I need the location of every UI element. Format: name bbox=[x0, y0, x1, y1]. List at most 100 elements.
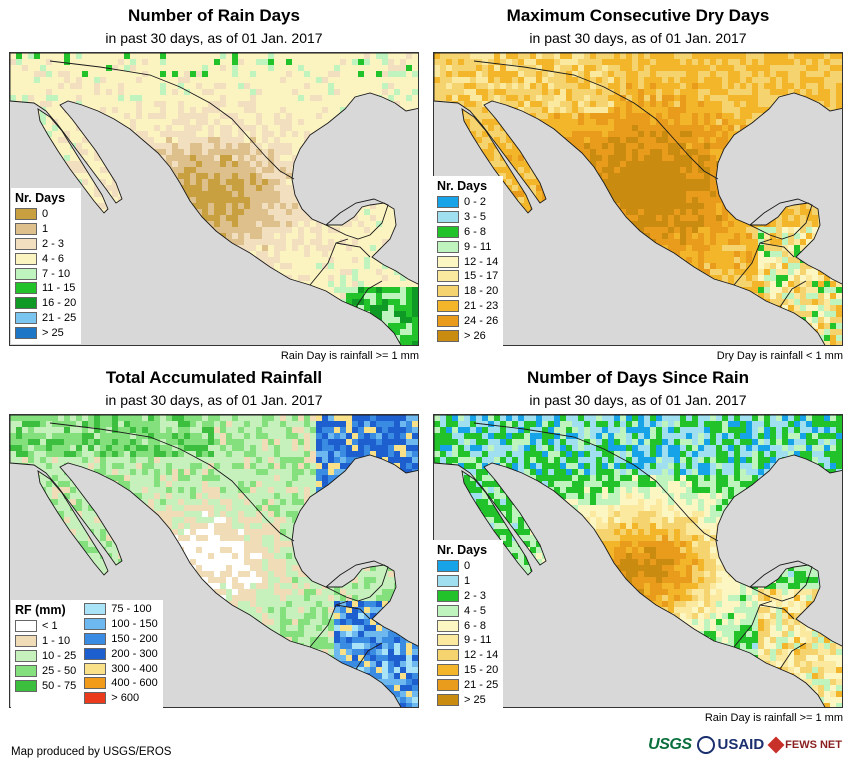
legend-entry: 50 - 75 bbox=[15, 678, 76, 693]
legend-label: 50 - 75 bbox=[42, 679, 77, 692]
legend-swatch bbox=[84, 662, 107, 675]
legend-swatch bbox=[84, 692, 107, 705]
fews-diamond-icon bbox=[767, 736, 785, 754]
border-line bbox=[759, 242, 795, 258]
legend-entry: 4 - 5 bbox=[437, 603, 498, 618]
fews-logo-text: FEWS NET bbox=[785, 738, 842, 751]
border-line bbox=[733, 600, 773, 648]
legend-label: 0 bbox=[464, 560, 471, 573]
legend-entry: 0 bbox=[437, 559, 498, 574]
legend-entry: 1 - 10 bbox=[15, 634, 76, 649]
legend-swatch bbox=[84, 632, 107, 645]
legend-label: 2 - 3 bbox=[464, 589, 487, 602]
legend-label: 75 - 100 bbox=[111, 603, 152, 616]
border-line bbox=[461, 108, 533, 214]
border-line bbox=[10, 53, 418, 345]
border-line bbox=[355, 280, 383, 308]
border-line bbox=[10, 415, 418, 707]
logo-bar: USGS USAID FEWS NET bbox=[648, 736, 842, 755]
legend-label: 0 bbox=[42, 208, 49, 221]
legend-swatch bbox=[15, 635, 37, 648]
border-line bbox=[434, 53, 842, 345]
legend-entry: 12 - 14 bbox=[437, 254, 498, 269]
border-line bbox=[335, 242, 371, 258]
legend-entry: 1 bbox=[15, 222, 76, 237]
legend-label: 300 - 400 bbox=[111, 662, 158, 675]
border-line bbox=[749, 198, 813, 240]
legend-swatch bbox=[437, 255, 459, 268]
legend-entry: 200 - 300 bbox=[84, 646, 158, 661]
panel-title: Number of Days Since Rain bbox=[526, 368, 749, 387]
usgs-logo: USGS bbox=[648, 736, 692, 754]
border-line bbox=[325, 560, 389, 602]
map-canvas bbox=[434, 53, 842, 345]
border-line bbox=[309, 238, 349, 286]
border-line bbox=[473, 60, 719, 180]
usaid-seal-icon bbox=[697, 736, 716, 755]
legend-swatch bbox=[437, 225, 459, 238]
legend-swatch bbox=[84, 677, 107, 690]
border-line bbox=[325, 198, 389, 240]
legend-label: 21 - 25 bbox=[42, 311, 77, 324]
panel-days-since-rain: Number of Days Since Rain in past 30 day… bbox=[433, 368, 843, 728]
legend-swatch bbox=[437, 678, 459, 691]
legend-swatch bbox=[15, 311, 37, 324]
legend-title: Nr. Days bbox=[15, 191, 66, 205]
legend-swatch bbox=[437, 196, 459, 209]
legend-entry: 2 - 3 bbox=[437, 589, 498, 604]
legend-label: 18 - 20 bbox=[464, 285, 499, 298]
legend-entry: 75 - 100 bbox=[84, 602, 157, 617]
panel-title: Maximum Consecutive Dry Days bbox=[506, 6, 770, 25]
legend-entry: 15 - 17 bbox=[437, 269, 498, 284]
legend-label: 25 - 50 bbox=[42, 664, 77, 677]
border-line bbox=[37, 470, 109, 576]
legend-entry: 25 - 50 bbox=[15, 663, 76, 678]
legend-label: 12 - 14 bbox=[464, 255, 499, 268]
legend-entry: 6 - 8 bbox=[437, 618, 498, 633]
legend-swatch bbox=[437, 299, 459, 312]
legend-label: 1 - 10 bbox=[42, 635, 71, 648]
legend-label: 16 - 20 bbox=[42, 297, 77, 310]
legend-entry: 7 - 10 bbox=[15, 266, 76, 281]
legend-label: 2 - 3 bbox=[42, 237, 65, 250]
usaid-logo-text: USAID bbox=[717, 736, 765, 753]
legend-swatch bbox=[84, 647, 107, 660]
legend-label: > 600 bbox=[111, 692, 140, 705]
legend-entry: < 1 bbox=[15, 619, 76, 634]
border-line bbox=[779, 280, 807, 308]
legend-label: 9 - 11 bbox=[464, 634, 492, 647]
legend-entry: 12 - 14 bbox=[437, 648, 498, 663]
legend-label: 1 bbox=[464, 575, 471, 588]
border-line bbox=[309, 600, 349, 648]
border-line bbox=[335, 604, 371, 620]
legend-swatch bbox=[84, 618, 107, 631]
legend-label: 4 - 6 bbox=[42, 252, 65, 265]
legend-swatch bbox=[15, 297, 37, 310]
panel-note: Dry Day is rainfall < 1 mm bbox=[716, 350, 843, 362]
legend-entry: 150 - 200 bbox=[84, 632, 158, 647]
legend-total-rainfall: RF (mm) < 1 1 - 10 10 - 25 25 - 50 50 - 75 7… bbox=[11, 600, 163, 710]
legend-swatch bbox=[15, 664, 37, 677]
border-line bbox=[355, 642, 383, 670]
legend-swatch bbox=[437, 604, 459, 617]
legend-label: 200 - 300 bbox=[111, 647, 158, 660]
legend-label: 21 - 25 bbox=[464, 678, 499, 691]
legend-label: > 25 bbox=[42, 326, 64, 339]
legend-label: < 1 bbox=[42, 620, 58, 633]
legend-entry: 1 bbox=[437, 574, 498, 589]
panel-title: Total Accumulated Rainfall bbox=[105, 368, 323, 387]
border-line bbox=[759, 604, 795, 620]
legend-entry: 24 - 26 bbox=[437, 313, 498, 328]
legend-swatch bbox=[437, 589, 459, 602]
legend-swatch bbox=[437, 649, 459, 662]
legend-entry: 3 - 5 bbox=[437, 210, 498, 225]
legend-entry: > 25 bbox=[437, 692, 498, 707]
border-line bbox=[49, 422, 295, 542]
panel-subtitle: in past 30 days, as of 01 Jan. 2017 bbox=[105, 392, 323, 408]
legend-swatch bbox=[437, 314, 459, 327]
legend-swatch bbox=[15, 649, 37, 662]
legend-label: 15 - 20 bbox=[464, 663, 499, 676]
panel-subtitle: in past 30 days, as of 01 Jan. 2017 bbox=[529, 30, 747, 46]
